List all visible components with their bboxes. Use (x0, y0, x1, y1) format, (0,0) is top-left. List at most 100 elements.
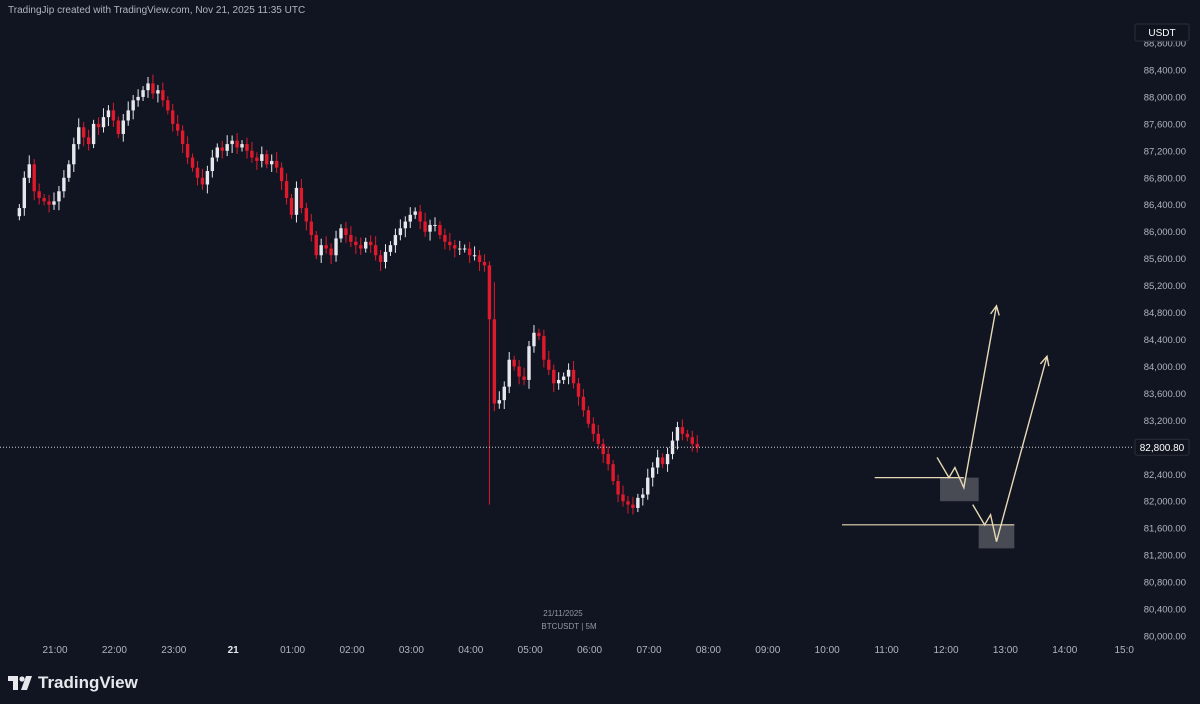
current-price-label: 82,800.80 (1140, 443, 1185, 454)
candle-body (220, 147, 224, 151)
candle-body (542, 336, 546, 360)
candle-body (27, 164, 31, 178)
candle-body (467, 248, 472, 256)
candle-body (502, 386, 506, 401)
x-tick-label: 03:00 (399, 645, 424, 656)
candle-body (339, 228, 343, 239)
x-tick-label: 06:00 (577, 645, 602, 656)
x-tick-label: 02:00 (339, 645, 364, 656)
candle-body (37, 191, 41, 198)
candle-body (17, 208, 22, 217)
candle-body (299, 187, 304, 209)
candle-body (685, 433, 690, 438)
y-tick-label: 85,600.00 (1144, 254, 1186, 265)
candle-body (255, 157, 259, 161)
candle-body (62, 177, 66, 192)
demand-zone-2[interactable] (978, 524, 1015, 549)
candle-body (185, 144, 190, 158)
candle-body (601, 443, 605, 455)
candle-body (225, 144, 229, 151)
candle-body (240, 144, 244, 148)
candle-body (378, 255, 383, 263)
candle-body (166, 100, 170, 111)
x-tick-label: 22:00 (102, 645, 127, 656)
candle-body (270, 160, 274, 165)
candle-body (121, 120, 125, 134)
x-tick-label: 08:00 (696, 645, 721, 656)
candle-body (235, 140, 239, 148)
candle-body (32, 164, 36, 192)
candle-body (324, 245, 328, 249)
candle-body (438, 224, 442, 236)
candle-body (205, 171, 210, 185)
projection-path-1[interactable] (936, 305, 998, 491)
y-tick-label: 88,400.00 (1144, 65, 1186, 76)
y-tick-label: 86,400.00 (1144, 200, 1186, 211)
candle-body (636, 497, 640, 508)
candle-body (552, 369, 556, 384)
y-tick-label: 87,600.00 (1144, 119, 1186, 130)
candle-body (492, 319, 497, 404)
candle-body (22, 177, 27, 209)
candle-body (373, 245, 378, 256)
currency-badge[interactable]: USDT (1134, 23, 1190, 42)
candle-body (294, 187, 299, 215)
candle-body (631, 504, 635, 508)
y-tick-label: 86,000.00 (1144, 227, 1186, 238)
y-tick-label: 83,600.00 (1144, 389, 1186, 400)
candle-body (314, 235, 318, 256)
candle-body (344, 228, 348, 236)
candle-body (349, 235, 353, 242)
candle-body (556, 379, 561, 384)
x-axis: 21:00 22:00 23:00 21 01:00 02:00 03:00 04:00 05:… (42, 645, 1134, 656)
candle-body (260, 154, 264, 161)
tradingview-logo[interactable]: TradingView (8, 672, 138, 694)
current-price-badge: 82,800.80 (1134, 438, 1190, 456)
candle-body (423, 221, 427, 232)
candle-body (660, 457, 665, 465)
candle-body (512, 359, 516, 367)
y-tick-label: 86,800.00 (1144, 173, 1186, 184)
x-tick-label: 23:00 (161, 645, 186, 656)
candle-body (101, 117, 106, 128)
candle-body (180, 130, 185, 145)
candle-body (655, 457, 660, 468)
x-tick-label: 12:00 (933, 645, 958, 656)
candle-body (126, 110, 130, 121)
y-tick-label: 80,000.00 (1144, 632, 1186, 643)
y-tick-label: 80,800.00 (1144, 578, 1186, 589)
x-tick-label: 09:00 (755, 645, 780, 656)
y-tick-label: 84,400.00 (1144, 335, 1186, 346)
candle-body (462, 248, 467, 250)
candle-body (482, 262, 487, 266)
candle-body (616, 481, 620, 495)
candle-body (284, 181, 289, 198)
candle-body (576, 383, 581, 397)
candle-body (96, 123, 101, 128)
y-tick-label: 84,800.00 (1144, 308, 1186, 319)
x-tick-label: 07:00 (636, 645, 661, 656)
y-tick-label: 82,000.00 (1144, 497, 1186, 508)
candle-body (690, 437, 694, 444)
candle-body (131, 100, 135, 111)
x-tick-label: 01:00 (280, 645, 305, 656)
candle-body (309, 221, 313, 236)
candle-body (571, 369, 576, 384)
candle-body (641, 494, 645, 498)
candle-body (279, 167, 284, 182)
candle-body (443, 235, 447, 242)
candle-body (200, 177, 205, 185)
candle-body (151, 83, 155, 94)
x-tick-label: 13:00 (993, 645, 1018, 656)
tradingview-brand-text: TradingView (38, 673, 138, 692)
demand-zone-1[interactable] (940, 477, 979, 502)
projection-path-2[interactable] (972, 356, 1048, 542)
candle-body (586, 410, 591, 424)
candle-body (67, 164, 71, 178)
candle-body (161, 90, 165, 101)
arrow-head (1039, 354, 1050, 367)
candle-body (304, 208, 309, 222)
candle-body (265, 154, 269, 165)
candle-body (250, 150, 254, 158)
